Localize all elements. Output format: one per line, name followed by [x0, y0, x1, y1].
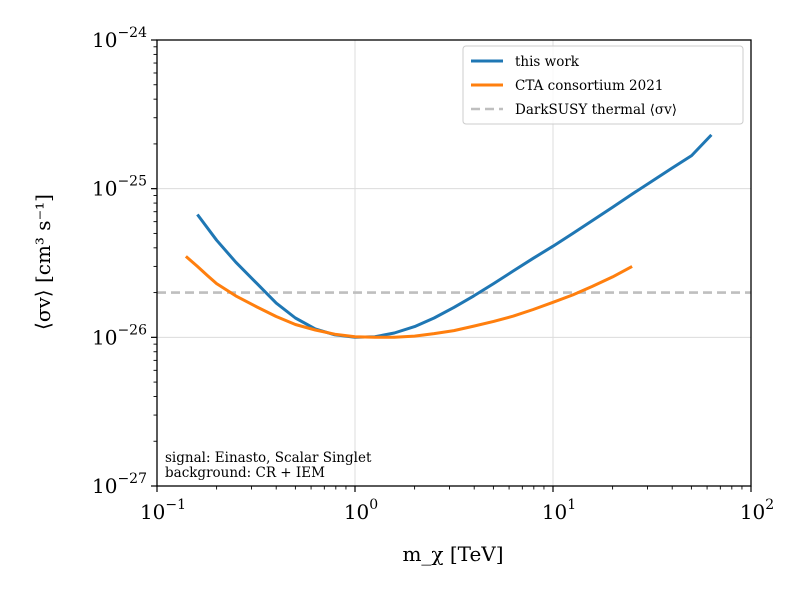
legend-label-2: CTA consortium 2021: [515, 78, 663, 94]
axis-ticks: [151, 39, 752, 492]
y-tick-label: 10−25: [92, 174, 147, 201]
annotations: signal: Einasto, Scalar Singlet backgrou…: [165, 450, 372, 481]
series-line-1: [196, 133, 713, 339]
x-tick-label: 100: [344, 497, 378, 524]
tick-labels: 10−1 100 101 102 10−27 10−26 10−25 10−24: [92, 25, 774, 524]
x-tick-label: 10−1: [140, 497, 186, 524]
series-line-2: [184, 255, 633, 339]
x-axis-label: m_χ [TeV]: [402, 542, 503, 566]
x-tick-label: 101: [542, 497, 576, 524]
annotation-signal: signal: Einasto, Scalar Singlet: [165, 450, 372, 466]
y-tick-label: 10−24: [92, 25, 147, 52]
x-tick-label: 102: [740, 497, 774, 524]
legend: this work CTA consortium 2021 DarkSUSY the…: [462, 45, 744, 125]
plot-lines: [157, 133, 751, 339]
y-tick-label: 10−27: [92, 471, 147, 498]
y-tick-label: 10−26: [92, 322, 147, 349]
annotation-background: background: CR + IEM: [165, 465, 325, 481]
legend-box: [462, 45, 744, 125]
legend-label-1: this work: [515, 54, 580, 70]
legend-label-3: DarkSUSY thermal ⟨σv⟩: [515, 102, 677, 118]
y-axis-label: ⟨σv⟩ [cm³ s⁻¹]: [31, 194, 55, 330]
plot-frame: [156, 39, 752, 487]
